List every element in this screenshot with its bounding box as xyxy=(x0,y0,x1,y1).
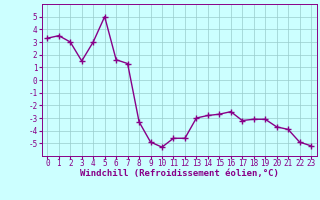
X-axis label: Windchill (Refroidissement éolien,°C): Windchill (Refroidissement éolien,°C) xyxy=(80,169,279,178)
